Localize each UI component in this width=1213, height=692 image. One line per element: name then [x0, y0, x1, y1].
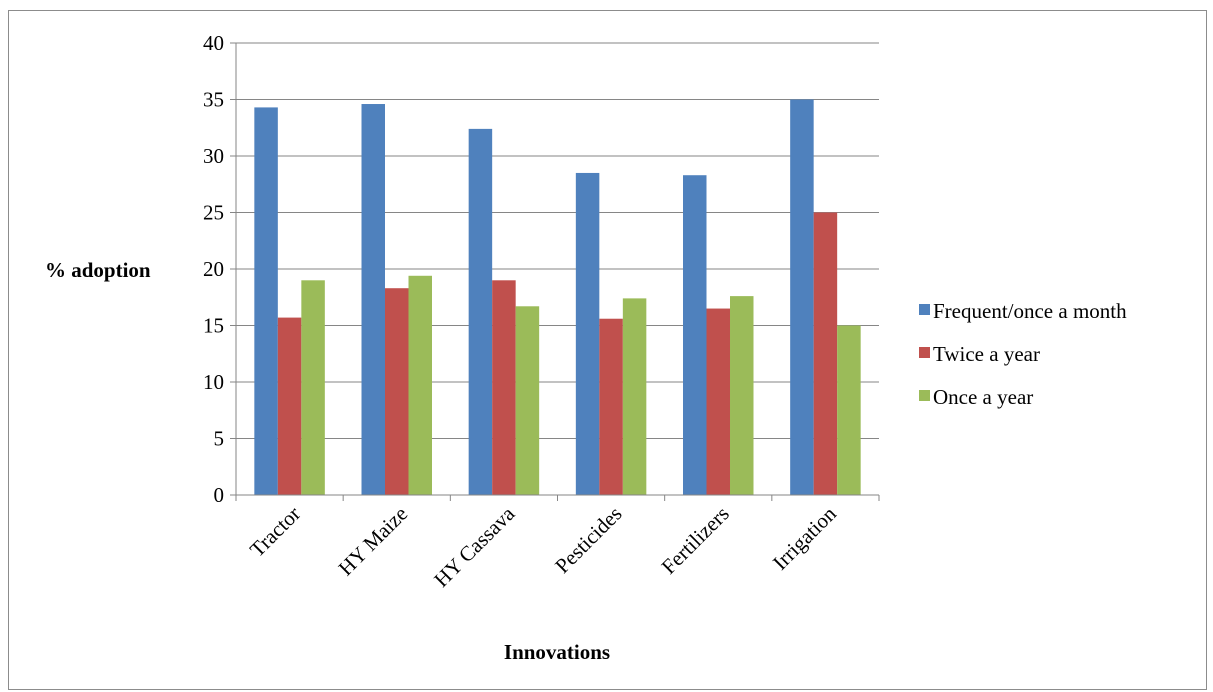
bar-frequent-once-a-month-pesticides [575, 172, 600, 495]
x-tick-label: HY Cassava [429, 501, 520, 592]
x-tick-label: Pesticides [550, 502, 626, 578]
legend-swatch [919, 347, 930, 358]
bar-twice-a-year-irrigation [813, 212, 838, 495]
bar-once-a-year-hy-maize [408, 275, 432, 495]
bar-twice-a-year-hy-cassava [492, 280, 516, 495]
y-tick-label: 30 [203, 144, 224, 168]
bar-twice-a-year-fertilizers [706, 308, 730, 495]
bar-once-a-year-pesticides [622, 298, 647, 495]
y-axis-title: % adoption [45, 258, 151, 282]
y-tick-label: 40 [203, 31, 224, 55]
bar-frequent-once-a-month-irrigation [790, 99, 814, 495]
y-tick-label: 0 [214, 483, 225, 507]
axes [230, 42, 880, 501]
bar-frequent-once-a-month-hy-cassava [468, 128, 493, 495]
y-tick-label: 15 [203, 314, 224, 338]
y-tick-label: 5 [214, 427, 225, 451]
y-tick-label: 20 [203, 257, 224, 281]
bar-frequent-once-a-month-tractor [254, 107, 278, 495]
x-tick-labels: Tractor HY Maize HY Cassava Pesticides Ferti… [245, 501, 841, 592]
x-axis-title: Innovations [504, 640, 610, 664]
legend-swatch [919, 304, 930, 315]
bar-once-a-year-tractor [301, 280, 325, 495]
x-tick-label: HY Maize [334, 502, 413, 581]
legend-label: Twice a year [933, 342, 1040, 366]
bar-twice-a-year-hy-maize [385, 288, 409, 495]
x-tick-label: Fertilizers [657, 502, 734, 579]
bar-frequent-once-a-month-hy-maize [361, 104, 385, 496]
legend-swatch [919, 390, 930, 401]
legend-label: Frequent/once a month [933, 299, 1127, 323]
chart-frame: 0 5 10 15 20 25 30 35 40 Tractor HY Maize HY Cassa… [8, 10, 1207, 690]
bar-once-a-year-hy-cassava [515, 306, 540, 495]
bar-frequent-once-a-month-fertilizers [683, 175, 707, 495]
x-tick-label: Irrigation [768, 501, 841, 574]
y-tick-label: 35 [203, 88, 224, 112]
gridlines [236, 42, 879, 439]
y-tick-label: 25 [203, 201, 224, 225]
legend-label: Once a year [933, 385, 1033, 409]
bar-twice-a-year-pesticides [599, 318, 623, 495]
y-tick-label: 10 [203, 370, 224, 394]
x-tick-label: Tractor [245, 502, 305, 562]
bars [254, 99, 861, 496]
bar-chart: 0 5 10 15 20 25 30 35 40 Tractor HY Maize HY Cassa… [45, 31, 1127, 664]
bar-once-a-year-fertilizers [730, 296, 754, 495]
legend: Frequent/once a month Twice a year Once a … [919, 299, 1127, 409]
y-tick-labels: 0 5 10 15 20 25 30 35 40 [203, 31, 224, 507]
bar-twice-a-year-tractor [277, 317, 302, 495]
bar-once-a-year-irrigation [837, 325, 861, 495]
